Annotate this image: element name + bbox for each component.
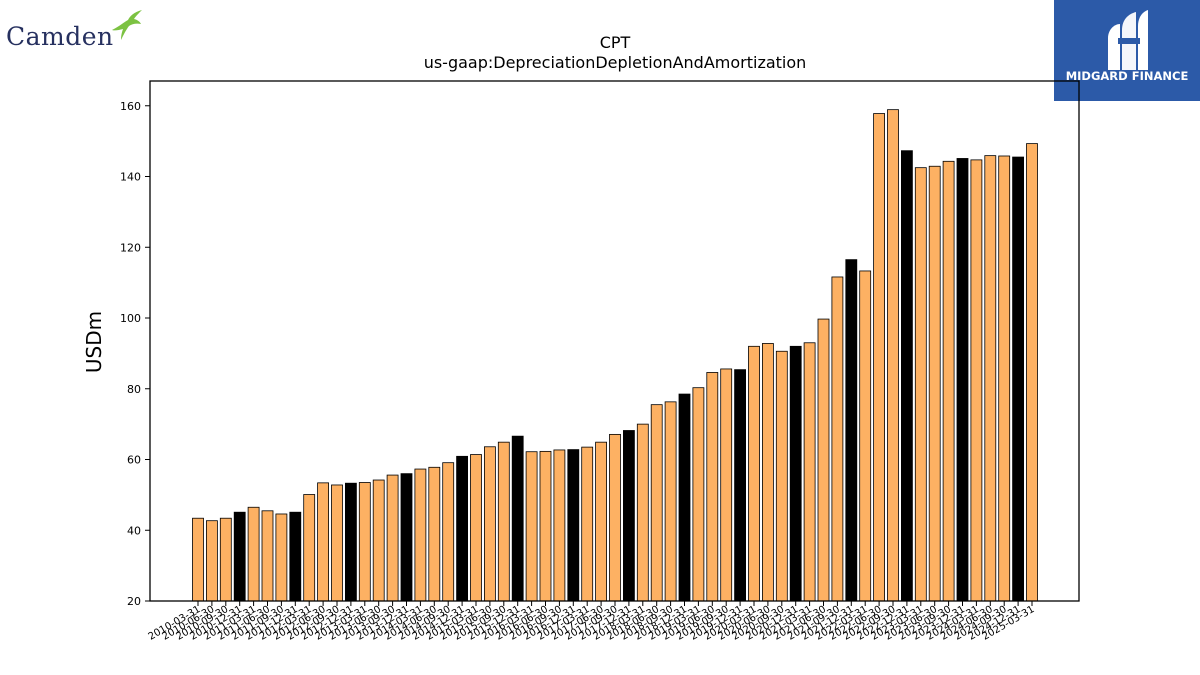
plot-frame (149, 80, 1080, 602)
y-tick-label: 120 (120, 241, 141, 254)
bar-2016-06-30 (539, 450, 552, 602)
bar-2020-06-30 (762, 343, 774, 602)
bar-2021-03-31 (803, 342, 816, 602)
y-tick-label: 20 (127, 595, 141, 608)
bar-2014-09-30 (442, 462, 455, 602)
midgard-finance-logo: MIDGARD FINANCE (1054, 0, 1200, 101)
bar-2023-06-30 (928, 165, 941, 602)
bar-2016-09-30 (553, 449, 566, 602)
y-axis-label: USDm (82, 311, 106, 373)
bar-2014-06-30 (428, 466, 441, 602)
bar-2015-12-31 (511, 435, 524, 602)
bar-2018-12-31 (678, 393, 691, 602)
bar-2012-12-31 (344, 482, 357, 602)
bar-2011-12-31 (289, 511, 302, 602)
bar-2013-12-31 (400, 473, 413, 602)
bar-2013-03-31 (358, 482, 371, 602)
bar-2012-03-31 (303, 494, 316, 602)
bar-2022-12-31 (901, 150, 913, 602)
bar-2023-03-31 (914, 167, 927, 602)
bar-2019-06-30 (706, 372, 719, 602)
bar-2018-03-31 (636, 423, 649, 602)
bar-2015-06-30 (483, 446, 496, 602)
bar-2024-03-31 (970, 159, 983, 602)
bar-2018-06-30 (650, 404, 663, 602)
bar-2015-09-30 (497, 441, 510, 602)
bars-group (192, 109, 1038, 602)
bar-2024-12-31 (1012, 156, 1024, 602)
y-tick-label: 100 (120, 312, 141, 325)
x-axis-ticks: 2010-03-312010-06-302010-09-302010-12-31… (147, 601, 1037, 643)
bar-2013-09-30 (386, 474, 399, 602)
bar-2019-03-31 (692, 387, 705, 602)
bar-2015-03-31 (470, 454, 482, 602)
bar-2024-09-30 (998, 155, 1011, 602)
bar-2022-09-30 (887, 109, 899, 602)
y-tick-label: 80 (127, 383, 141, 396)
y-tick-label: 160 (120, 100, 141, 113)
bar-2010-06-30 (205, 520, 218, 602)
bar-2018-09-30 (664, 401, 677, 602)
bar-2013-06-30 (372, 479, 385, 602)
bar-2022-03-31 (859, 270, 872, 602)
bar-2010-03-31 (192, 517, 204, 602)
bar-2019-09-30 (720, 368, 733, 602)
bar-2011-09-30 (275, 513, 288, 602)
bar-2017-09-30 (609, 433, 621, 602)
bar-2010-09-30 (219, 517, 232, 602)
bar-2025-03-31 (1026, 143, 1038, 602)
bar-2021-09-30 (831, 276, 844, 602)
bar-2019-12-31 (734, 369, 746, 602)
bar-2010-12-31 (233, 511, 246, 602)
bar-2014-12-31 (456, 455, 469, 602)
y-axis-ticks: 20 40 60 80 100 120 140 160 (120, 100, 150, 608)
bar-2017-03-31 (581, 446, 594, 602)
bar-2020-03-31 (748, 345, 760, 602)
bar-2012-06-30 (317, 482, 330, 602)
hummingbird-icon (112, 10, 142, 40)
bar-2023-09-30 (942, 160, 955, 602)
camden-logo-text: Camden (6, 22, 114, 51)
bar-2021-06-30 (817, 318, 830, 602)
bar-2022-06-30 (873, 113, 885, 602)
midgard-finance-text: MIDGARD FINANCE (1065, 69, 1189, 83)
bar-2023-12-31 (956, 158, 969, 602)
bar-2016-03-31 (525, 451, 538, 602)
y-tick-label: 60 (127, 454, 141, 467)
bar-2017-06-30 (595, 441, 607, 602)
bar-2020-12-31 (789, 345, 802, 602)
bar-2020-09-30 (775, 350, 788, 602)
bar-2021-12-31 (845, 259, 858, 602)
midgard-mark-icon (1108, 10, 1148, 70)
bar-2024-06-30 (984, 155, 997, 602)
bar-2016-12-31 (567, 449, 580, 602)
camden-logo: Camden (6, 6, 146, 56)
y-tick-label: 40 (127, 524, 141, 537)
bar-2017-12-31 (623, 430, 635, 602)
bar-2014-03-31 (414, 468, 427, 602)
bar-2011-06-30 (261, 510, 274, 602)
bar-2012-09-30 (331, 484, 343, 602)
bar-2011-03-31 (247, 506, 260, 602)
chart-subtitle: us-gaap:DepreciationDepletionAndAmortiza… (424, 53, 807, 72)
chart-title: CPT (600, 33, 631, 52)
y-tick-label: 140 (120, 171, 141, 184)
